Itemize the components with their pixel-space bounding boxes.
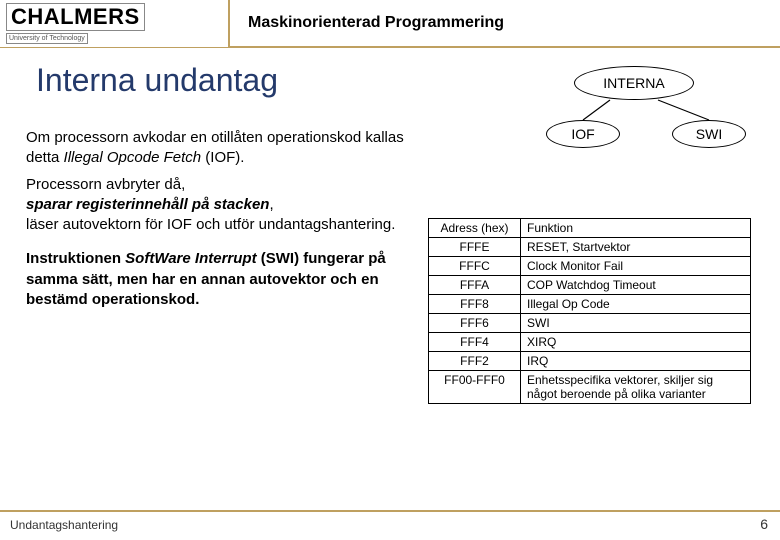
table-row: FFFACOP Watchdog Timeout xyxy=(429,276,751,295)
cell-func: Clock Monitor Fail xyxy=(521,257,751,276)
vector-table: Adress (hex) Funktion FFFERESET, Startve… xyxy=(428,218,751,404)
cell-addr: FFFA xyxy=(429,276,521,295)
para-1: Om processorn avkodar en otillåten opera… xyxy=(26,128,406,169)
cell-addr: FFF8 xyxy=(429,295,521,314)
table-head-row: Adress (hex) Funktion xyxy=(429,219,751,238)
p2c: , xyxy=(269,196,273,213)
footer-rule xyxy=(0,510,780,512)
footer-right: 6 xyxy=(760,516,768,532)
page-title: Interna undantag xyxy=(36,62,278,99)
p3a: Instruktionen xyxy=(26,250,125,267)
p2a: Processorn avbryter då, xyxy=(26,176,185,193)
header: CHALMERS University of Technology Maskin… xyxy=(0,0,780,48)
p3b: SoftWare Interrupt xyxy=(125,250,256,267)
cell-addr: FF00-FFF0 xyxy=(429,371,521,404)
body-text: Om processorn avkodar en otillåten opera… xyxy=(26,128,406,316)
table-row: FF00-FFF0Enhetsspecifika vektorer, skilj… xyxy=(429,371,751,404)
para-2: Processorn avbryter då, sparar registeri… xyxy=(26,175,406,236)
logo-main: CHALMERS xyxy=(6,3,145,31)
course-title: Maskinorienterad Programmering xyxy=(230,14,504,32)
table-row: FFFERESET, Startvektor xyxy=(429,238,751,257)
para-3: Instruktionen SoftWare Interrupt (SWI) f… xyxy=(26,249,406,310)
table-row: FFFCClock Monitor Fail xyxy=(429,257,751,276)
footer-left: Undantagshantering xyxy=(10,518,118,532)
p2d: läser autovektorn för IOF och utför unda… xyxy=(26,216,395,233)
slide: CHALMERS University of Technology Maskin… xyxy=(0,0,780,540)
tree-root: INTERNA xyxy=(574,66,694,100)
tree-iof: IOF xyxy=(546,120,620,148)
p2b: sparar registerinnehåll på stacken xyxy=(26,196,269,213)
table-row: FFF4XIRQ xyxy=(429,333,751,352)
tree-swi: SWI xyxy=(672,120,746,148)
table-row: FFF8Illegal Op Code xyxy=(429,295,751,314)
cell-func: IRQ xyxy=(521,352,751,371)
th-func: Funktion xyxy=(521,219,751,238)
cell-func: SWI xyxy=(521,314,751,333)
logo-sub: University of Technology xyxy=(6,33,88,44)
cell-func: COP Watchdog Timeout xyxy=(521,276,751,295)
p1c: (IOF). xyxy=(201,149,244,166)
cell-addr: FFFE xyxy=(429,238,521,257)
cell-addr: FFFC xyxy=(429,257,521,276)
cell-func: XIRQ xyxy=(521,333,751,352)
logo: CHALMERS University of Technology xyxy=(0,0,230,47)
cell-func: RESET, Startvektor xyxy=(521,238,751,257)
cell-addr: FFF2 xyxy=(429,352,521,371)
cell-addr: FFF4 xyxy=(429,333,521,352)
cell-addr: FFF6 xyxy=(429,314,521,333)
p1b: Illegal Opcode Fetch xyxy=(64,149,202,166)
cell-func: Enhetsspecifika vektorer, skiljer sig nå… xyxy=(521,371,751,404)
table-row: FFF2IRQ xyxy=(429,352,751,371)
th-addr: Adress (hex) xyxy=(429,219,521,238)
cell-func: Illegal Op Code xyxy=(521,295,751,314)
table-row: FFF6SWI xyxy=(429,314,751,333)
